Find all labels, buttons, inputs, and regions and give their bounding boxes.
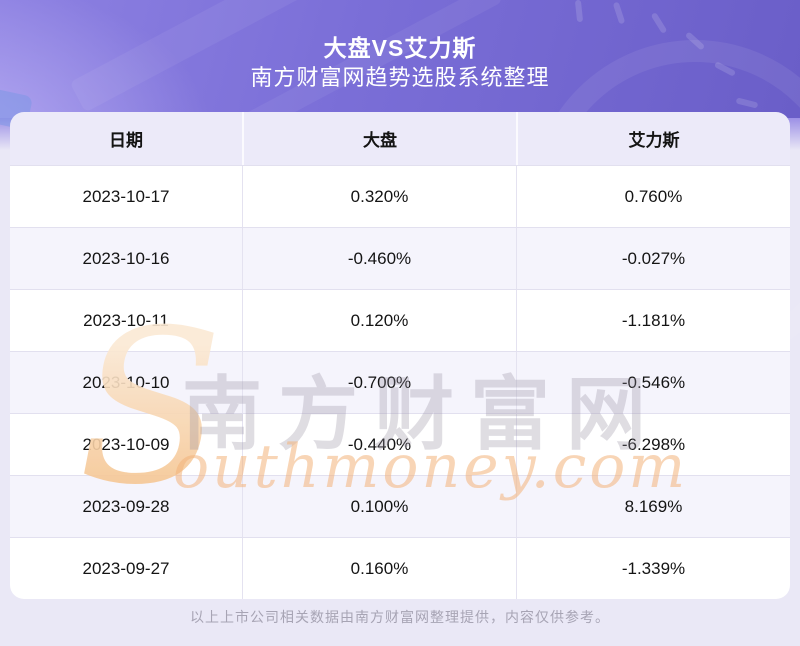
market-cell: 0.100% [242,476,516,537]
gauge-tick [612,1,626,25]
table-row: 2023-10-10 -0.700% -0.546% [10,351,790,413]
market-cell: -0.460% [242,228,516,289]
market-cell: 0.160% [242,538,516,599]
stock-cell: -1.339% [516,538,790,599]
table-row: 2023-10-16 -0.460% -0.027% [10,227,790,289]
data-table: 日期 大盘 艾力斯 2023-10-17 0.320% 0.760% 2023-… [10,112,790,599]
column-header-market: 大盘 [242,112,516,165]
hero-banner: 大盘VS艾力斯 南方财富网趋势选股系统整理 [0,0,800,370]
market-cell: -0.700% [242,352,516,413]
stock-cell: -1.181% [516,290,790,351]
column-header-date: 日期 [109,131,143,150]
date-cell: 2023-10-16 [82,248,170,268]
stock-cell: 8.169% [516,476,790,537]
table-row: 2023-10-11 0.120% -1.181% [10,289,790,351]
footer-disclaimer: 以上上市公司相关数据由南方财富网整理提供，内容仅供参考。 [190,609,610,625]
stock-cell: -0.546% [516,352,790,413]
gauge-tick [574,0,584,23]
column-header-stock: 艾力斯 [516,112,790,165]
page-title: 大盘VS艾力斯 [323,35,477,61]
table-row: 2023-09-27 0.160% -1.339% [10,537,790,599]
market-cell: 0.320% [242,166,516,227]
table-row: 2023-10-09 -0.440% -6.298% [10,413,790,475]
table-header-row: 日期 大盘 艾力斯 [10,112,790,165]
date-cell: 2023-10-17 [82,186,170,206]
stock-cell: 0.760% [516,166,790,227]
table-row: 2023-10-17 0.320% 0.760% [10,165,790,227]
date-cell: 2023-10-09 [82,434,170,454]
date-cell: 2023-10-11 [83,310,169,330]
table-row: 2023-09-28 0.100% 8.169% [10,475,790,537]
date-cell: 2023-09-27 [82,558,170,578]
stock-cell: -6.298% [516,414,790,475]
date-cell: 2023-10-10 [82,372,170,392]
market-cell: -0.440% [242,414,516,475]
date-cell: 2023-09-28 [82,496,170,516]
page-subtitle: 南方财富网趋势选股系统整理 [250,65,550,90]
stock-cell: -0.027% [516,228,790,289]
market-cell: 0.120% [242,290,516,351]
